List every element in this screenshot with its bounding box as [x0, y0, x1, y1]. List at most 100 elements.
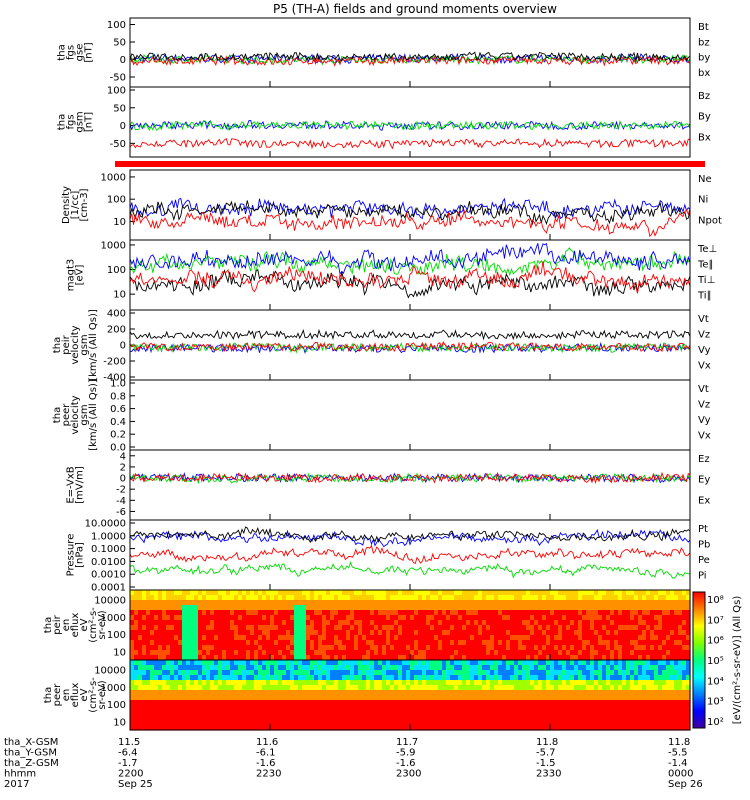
- spectrogram-cell: [642, 590, 647, 596]
- spectrogram-cell: [350, 635, 355, 641]
- y-axis-label-line: fgs: [66, 114, 77, 129]
- spectrogram-cell: [258, 615, 263, 621]
- spectrogram-cell: [242, 670, 247, 676]
- spectrogram-cell: [630, 695, 635, 701]
- spectrogram-cell: [434, 630, 439, 636]
- spectrogram-cell: [202, 705, 207, 711]
- spectrogram-cell: [614, 605, 619, 611]
- spectrogram-cell: [674, 605, 679, 611]
- spectrogram-cell: [590, 665, 595, 671]
- spectrogram-cell: [198, 695, 203, 701]
- spectrogram-cell: [574, 715, 579, 721]
- spectrogram-cell: [450, 640, 455, 646]
- spectrogram-cell: [562, 640, 567, 646]
- spectrogram-cell: [602, 725, 607, 731]
- spectrogram-cell: [390, 600, 395, 606]
- spectrogram-cell: [598, 710, 603, 716]
- spectrogram-cell: [138, 690, 143, 696]
- spectrogram-cell: [606, 655, 611, 661]
- spectrogram-cell: [350, 590, 355, 596]
- spectrogram-cell: [678, 660, 683, 666]
- spectrogram-cell: [478, 650, 483, 656]
- spectrogram-cell: [538, 700, 543, 706]
- spectrogram-cell: [530, 625, 535, 631]
- spectrogram-cell: [458, 720, 463, 726]
- spectrogram-cell: [562, 625, 567, 631]
- spectrogram-cell: [506, 650, 511, 656]
- spectrogram-cell: [558, 725, 563, 731]
- series-line-Pi: [129, 528, 691, 548]
- spectrogram-cell: [230, 685, 235, 691]
- spectrogram-cell: [298, 695, 303, 701]
- spectrogram-cell: [402, 665, 407, 671]
- spectrogram-cell: [558, 650, 563, 656]
- spectrogram-cell: [686, 715, 691, 721]
- spectrogram-cell: [630, 720, 635, 726]
- spectrogram-cell: [258, 675, 263, 681]
- spectrogram-cell: [238, 685, 243, 691]
- spectrogram-cell: [130, 645, 135, 651]
- spectrogram-cell: [554, 635, 559, 641]
- spectrogram-cell: [598, 725, 603, 731]
- spectrogram-cell: [650, 645, 655, 651]
- spectrogram-cell: [642, 620, 647, 626]
- spectrogram-cell: [166, 650, 171, 656]
- spectrogram-cell: [342, 645, 347, 651]
- spectrogram-cell: [394, 675, 399, 681]
- y-tick-label: 0.0010: [91, 570, 126, 581]
- spectrogram-cell: [306, 715, 311, 721]
- spectrogram-cell: [294, 590, 299, 596]
- spectrogram-cell: [330, 680, 335, 686]
- spectrogram-cell: [226, 690, 231, 696]
- spectrogram-cell: [274, 650, 279, 656]
- spectrogram-cell: [334, 660, 339, 666]
- spectrogram-cell: [582, 645, 587, 651]
- spectrogram-cell: [650, 700, 655, 706]
- spectrogram-cell: [642, 635, 647, 641]
- spectrogram-cell: [614, 670, 619, 676]
- spectrogram-cell: [326, 630, 331, 636]
- spectrogram-cell: [278, 645, 283, 651]
- spectrogram-cell: [310, 715, 315, 721]
- spectrogram-cell: [330, 615, 335, 621]
- spectrogram-cell: [254, 645, 259, 651]
- spectrogram-cell: [546, 600, 551, 606]
- spectrogram-cell: [130, 715, 135, 721]
- spectrogram-cell: [266, 600, 271, 606]
- spectrogram-cell: [214, 660, 219, 666]
- spectrogram-cell: [526, 690, 531, 696]
- spectrogram-cell: [686, 610, 691, 616]
- spectrogram-cell: [278, 640, 283, 646]
- spectrogram-cell: [434, 675, 439, 681]
- legend-entry: by: [698, 53, 710, 64]
- spectrogram-cell: [606, 685, 611, 691]
- spectrogram-cell: [402, 705, 407, 711]
- spectrogram-cell: [418, 695, 423, 701]
- spectrogram-cell: [174, 615, 179, 621]
- spectrogram-cell: [138, 670, 143, 676]
- spectrogram-cell: [254, 670, 259, 676]
- spectrogram-cell: [590, 710, 595, 716]
- spectrogram-cell: [614, 715, 619, 721]
- spectrogram-cell: [658, 660, 663, 666]
- spectrogram-cell: [322, 600, 327, 606]
- spectrogram-cell: [254, 700, 259, 706]
- spectrogram-cell: [626, 685, 631, 691]
- spectrogram-cell: [582, 600, 587, 606]
- spectrogram-cell: [506, 635, 511, 641]
- spectrogram-cell: [358, 715, 363, 721]
- spectrogram-cell: [670, 725, 675, 731]
- spectrogram-cell: [454, 680, 459, 686]
- spectrogram-cell: [322, 615, 327, 621]
- spectrogram-cell: [330, 690, 335, 696]
- spectrogram-cell: [410, 625, 415, 631]
- spectrogram-cell: [582, 675, 587, 681]
- spectrogram-cell: [550, 620, 555, 626]
- spectrogram-cell: [654, 720, 659, 726]
- spectrogram-cell: [482, 615, 487, 621]
- spectrogram-cell: [426, 700, 431, 706]
- spectrogram-cell: [674, 680, 679, 686]
- spectrogram-cell: [554, 660, 559, 666]
- spectrogram-cell: [418, 595, 423, 601]
- spectrogram-cell: [630, 600, 635, 606]
